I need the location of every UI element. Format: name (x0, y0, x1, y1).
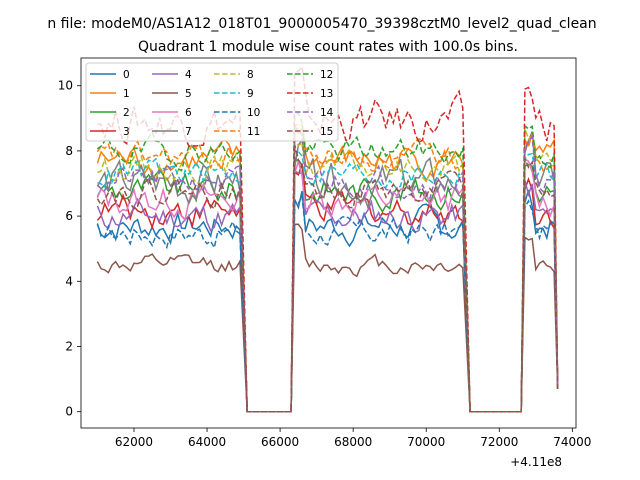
x-tick-label: 62000 (115, 435, 153, 449)
series-line-5 (96, 223, 559, 413)
series-line-12 (96, 111, 559, 413)
y-tick-label: 2 (65, 340, 73, 354)
legend-label-8: 8 (247, 69, 254, 81)
legend-label-6: 6 (185, 107, 192, 119)
series-line-10 (96, 193, 559, 413)
legend-label-10: 10 (247, 107, 260, 119)
legend-label-4: 4 (185, 69, 192, 81)
x-tick-label: 64000 (188, 435, 226, 449)
series-line-7 (96, 131, 559, 413)
chart-title: Quadrant 1 module wise count rates with … (138, 39, 518, 55)
legend-label-9: 9 (247, 88, 254, 100)
legend-label-7: 7 (185, 126, 192, 138)
legend-frame (85, 62, 339, 142)
legend-label-1: 1 (123, 88, 130, 100)
series-line-4 (96, 169, 559, 413)
x-tick-label: 72000 (480, 435, 518, 449)
legend-label-0: 0 (123, 69, 130, 81)
y-tick-label: 0 (65, 405, 73, 419)
y-tick-label: 8 (65, 144, 73, 158)
series-line-8 (97, 127, 559, 413)
x-tick-label: 74000 (553, 435, 591, 449)
series-line-0 (96, 189, 559, 413)
legend-label-15: 15 (320, 126, 333, 138)
series-line-9 (97, 148, 559, 413)
legend-label-11: 11 (247, 126, 260, 138)
figure-suptitle: n file: modeM0/AS1A12_018T01_9000005470_… (47, 16, 596, 32)
axes-frame (80, 57, 577, 429)
x-tick-label: 66000 (261, 435, 299, 449)
legend-label-14: 14 (320, 107, 334, 119)
legend-label-2: 2 (123, 107, 130, 119)
y-tick-label: 6 (65, 209, 73, 223)
x-tick-label: 70000 (407, 435, 445, 449)
x-offset-label: +4.11e8 (510, 455, 562, 469)
series-line-6 (96, 157, 559, 413)
legend-label-3: 3 (123, 126, 130, 138)
x-tick-label: 68000 (334, 435, 372, 449)
legend-label-13: 13 (320, 88, 333, 100)
y-axis: 0 2 4 6 8 10 (58, 79, 81, 419)
y-tick-label: 10 (58, 79, 73, 93)
legend-label-5: 5 (185, 88, 192, 100)
legend-label-12: 12 (320, 69, 333, 81)
x-axis: 62000 64000 66000 68000 70000 72000 74000 (115, 428, 591, 449)
series-line-14 (96, 127, 559, 413)
y-tick-label: 4 (65, 274, 73, 288)
